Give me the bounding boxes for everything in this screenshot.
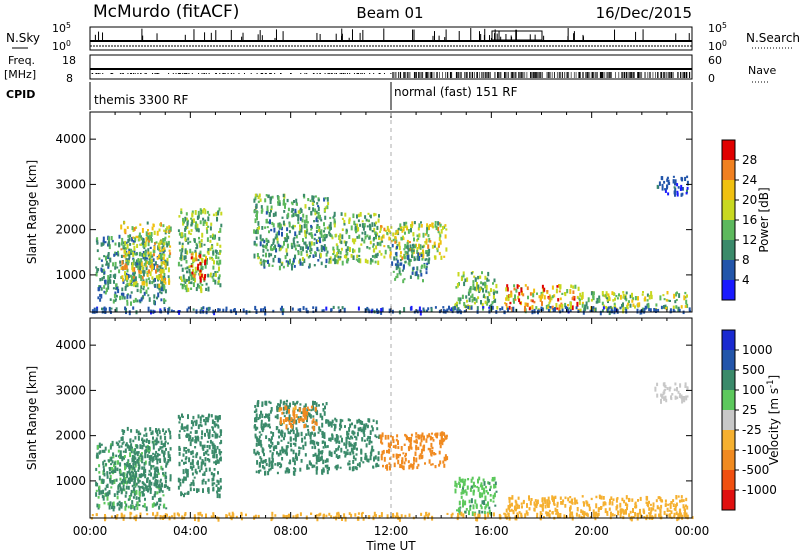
x-tick-label: 12:00 [374,524,409,538]
x-axis-label: Time UT [365,539,416,553]
x-tick-label: 00:00 [73,524,108,538]
nsearch-tick-bottom: 100 [708,39,727,54]
y-tick-label: 3000 [55,177,86,191]
freq-tick-bottom: 8 [66,72,73,85]
power-colorbar-tick: 4 [742,273,750,287]
freq-panel: Freq. [MHz] 18 8 60 0 Nave [4,54,776,85]
power-colorbar-tick: 24 [742,173,757,187]
y-tick-label: 2000 [55,429,86,443]
velocity-panel: 1000 2000 3000 4000 Slant Range [km] [25,317,694,522]
nave-label: Nave [748,64,776,77]
y-tick-label: 2000 [55,223,86,237]
x-axis-ticks: 00:00 04:00 08:00 12:00 16:00 20:00 00:00 [73,524,710,538]
power-panel: 1000 2000 3000 4000 Slant Range [km] [25,111,693,316]
velocity-colorbar-tick: 1000 [742,343,773,357]
x-tick-label: 04:00 [173,524,208,538]
nsearch-tick-top: 105 [708,21,727,36]
cpid-label: CPID [6,88,35,101]
y-tick-label: 3000 [55,383,86,397]
y-tick-label: 4000 [55,132,86,146]
power-colorbar-label: Power [dB] [757,187,771,252]
power-colorbar: 4 8 12 16 20 24 28 Power [dB] [721,139,771,301]
power-colorbar-tick: 28 [742,153,757,167]
beam-title: Beam 01 [356,4,423,22]
x-tick-label: 08:00 [273,524,308,538]
power-colorbar-tick: 16 [742,213,757,227]
velocity-colorbar-tick: 100 [742,383,765,397]
velocity-colorbar-tick: -25 [742,423,762,437]
velocity-colorbar-tick: 500 [742,363,765,377]
velocity-colorbar-tick: -500 [742,463,769,477]
velocity-colorbar: 1000 500 100 25 -25 -100 -500 -1000 Velocity [m… [721,329,781,511]
velocity-ylabel: Slant Range [km] [25,366,39,470]
velocity-colorbar-label: Velocity [m s-1] [765,375,781,465]
freq-label-line1: Freq. [8,54,35,67]
nsearch-label: N.Search [746,31,800,45]
cpid-segment-2: normal (fast) 151 RF [394,85,518,99]
power-colorbar-tick: 20 [742,193,757,207]
nave-tick-top: 60 [708,54,722,67]
y-tick-label: 4000 [55,338,86,352]
power-colorbar-tick: 12 [742,233,757,247]
y-tick-label: 1000 [55,474,86,488]
cpid-segment-1: themis 3300 RF [94,93,188,107]
velocity-colorbar-tick: -1000 [742,483,777,497]
nave-tick-bottom: 0 [708,72,715,85]
x-tick-label: 00:00 [675,524,710,538]
velocity-colorbar-tick: -100 [742,443,769,457]
nsky-label: N.Sky [6,31,40,45]
freq-label-line2: [MHz] [4,68,36,81]
station-title: McMurdo (fitACF) [93,2,239,22]
power-ylabel: Slant Range [km] [25,160,39,264]
velocity-colorbar-tick: 25 [742,403,757,417]
y-tick-label: 1000 [55,268,86,282]
date-title: 16/Dec/2015 [596,4,692,22]
nsky-tick-bottom: 100 [52,39,71,54]
freq-tick-top: 18 [62,54,76,67]
nsky-panel: N.Sky 105 100 105 100 N.Search [6,21,800,54]
x-tick-label: 20:00 [574,524,609,538]
cpid-panel: CPID themis 3300 RF normal (fast) 151 RF [6,82,693,110]
nsky-tick-top: 105 [52,21,71,36]
x-tick-label: 16:00 [474,524,509,538]
power-colorbar-tick: 8 [742,253,750,267]
